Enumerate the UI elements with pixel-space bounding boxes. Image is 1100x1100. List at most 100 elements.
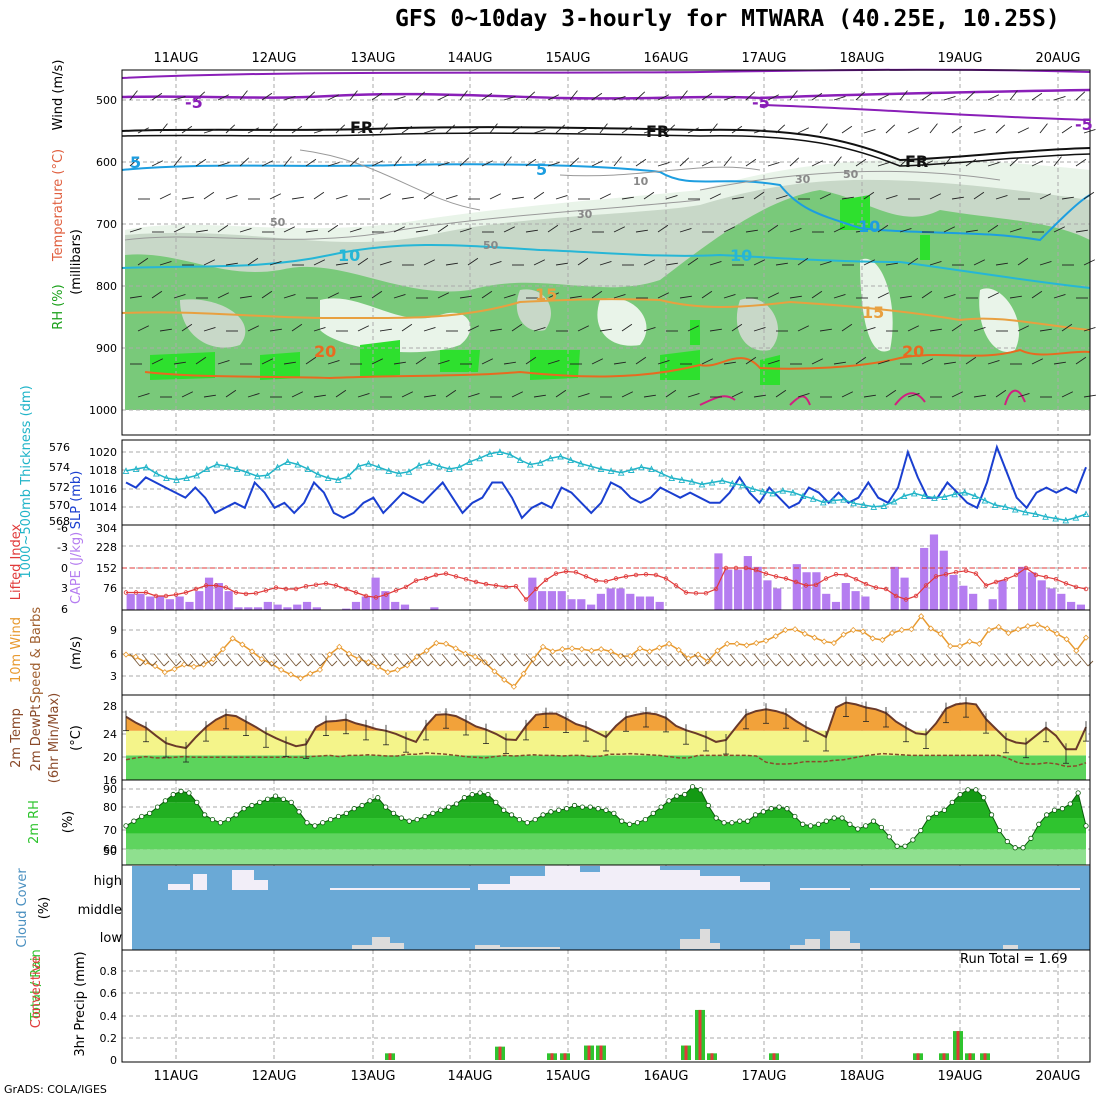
barb — [613, 361, 626, 365]
rh-point — [1028, 835, 1034, 841]
thickness-point — [122, 467, 130, 474]
li-point — [233, 590, 239, 595]
barb — [269, 193, 282, 200]
barb — [481, 160, 494, 167]
barb — [643, 394, 656, 398]
barb — [613, 294, 626, 299]
pressure-tick-0: 500 — [96, 94, 117, 107]
wind-barb-flag — [283, 660, 290, 667]
barb — [995, 124, 1006, 134]
wind-barb-flag — [739, 660, 746, 667]
wind-speed-point — [627, 653, 634, 660]
contour-label-11: 15 — [862, 303, 884, 322]
cape-bar — [714, 553, 723, 610]
li-point — [643, 572, 649, 577]
barb — [335, 124, 346, 134]
rh-point — [619, 818, 625, 824]
wind-speed-point — [326, 651, 333, 658]
rh-point — [1067, 801, 1073, 807]
barb — [613, 96, 626, 101]
barb — [225, 124, 236, 134]
barb — [313, 394, 326, 398]
rh-point — [532, 816, 538, 823]
wind-barb-flag — [1027, 660, 1034, 667]
label-speed-barbs: Speed & Barbs — [29, 607, 44, 704]
li-point — [663, 576, 669, 581]
barb — [657, 292, 670, 299]
wind-barb — [609, 653, 621, 667]
rh-point — [689, 784, 696, 790]
contour-label-15: 30 — [795, 173, 811, 186]
li-point — [413, 578, 419, 583]
barb — [503, 96, 516, 101]
barb — [833, 361, 846, 365]
thickness-point — [1062, 516, 1070, 524]
barb — [1031, 160, 1044, 167]
barb — [797, 257, 809, 266]
barb — [665, 262, 678, 266]
thickness-point — [536, 459, 544, 466]
cape-bar — [263, 601, 272, 610]
slp-tick-3: 1020 — [89, 446, 117, 459]
wind-barb — [585, 653, 597, 667]
barb — [1039, 123, 1048, 134]
wind-barb-flag — [1039, 660, 1046, 667]
thickness-point — [799, 492, 807, 500]
thickness-point — [223, 462, 231, 470]
barb — [283, 226, 296, 233]
cape-bar — [920, 547, 929, 610]
wind-speed-point — [384, 669, 391, 676]
barb — [731, 196, 744, 200]
rh-point — [1051, 807, 1058, 813]
rh-point — [320, 820, 326, 826]
rh-point — [705, 802, 711, 809]
label-2m-temp: 2m Temp — [9, 708, 24, 768]
barb — [203, 327, 216, 332]
barb — [753, 129, 766, 134]
wind-barb-flag — [1051, 660, 1058, 667]
barb — [973, 394, 986, 398]
wind-barb-flag — [895, 660, 902, 667]
rh-point — [446, 804, 452, 810]
cape-bar — [185, 601, 194, 610]
thickness-point — [183, 474, 190, 482]
barb — [899, 90, 908, 101]
thickness-point — [607, 467, 615, 474]
wind-barb-flag — [931, 660, 938, 667]
wind-barb — [1053, 653, 1065, 667]
cloud-low-12 — [1003, 945, 1018, 949]
cape-bar — [391, 601, 400, 610]
barb — [797, 393, 810, 398]
thickness-point — [728, 479, 736, 487]
barb — [679, 228, 692, 233]
thickness-point — [314, 470, 322, 478]
wind-barb — [765, 653, 777, 667]
cape-bar — [146, 596, 155, 610]
barb — [1061, 391, 1074, 398]
barb — [877, 292, 890, 299]
barb — [349, 157, 360, 167]
wind-barb-flag — [523, 660, 530, 667]
barb — [283, 294, 296, 299]
wind-speed-point — [995, 623, 1002, 630]
barb — [1053, 96, 1066, 101]
li-point — [443, 571, 449, 576]
barb — [973, 191, 985, 200]
barb — [657, 162, 670, 167]
wind-barb-flag — [619, 660, 626, 667]
li-point — [953, 570, 959, 575]
rh-point — [988, 812, 995, 818]
wind-speed-point — [355, 656, 362, 663]
barb — [181, 196, 194, 200]
rh-point — [131, 818, 137, 824]
barb — [1083, 191, 1095, 200]
thickness-point — [961, 488, 969, 496]
wind-speed-point — [656, 644, 663, 651]
rh-point — [666, 798, 672, 804]
li-point — [433, 572, 439, 578]
barb — [203, 394, 216, 398]
barb — [987, 94, 1000, 101]
barb — [173, 226, 186, 233]
wind-speed-point — [307, 670, 314, 677]
barb — [1039, 328, 1052, 332]
